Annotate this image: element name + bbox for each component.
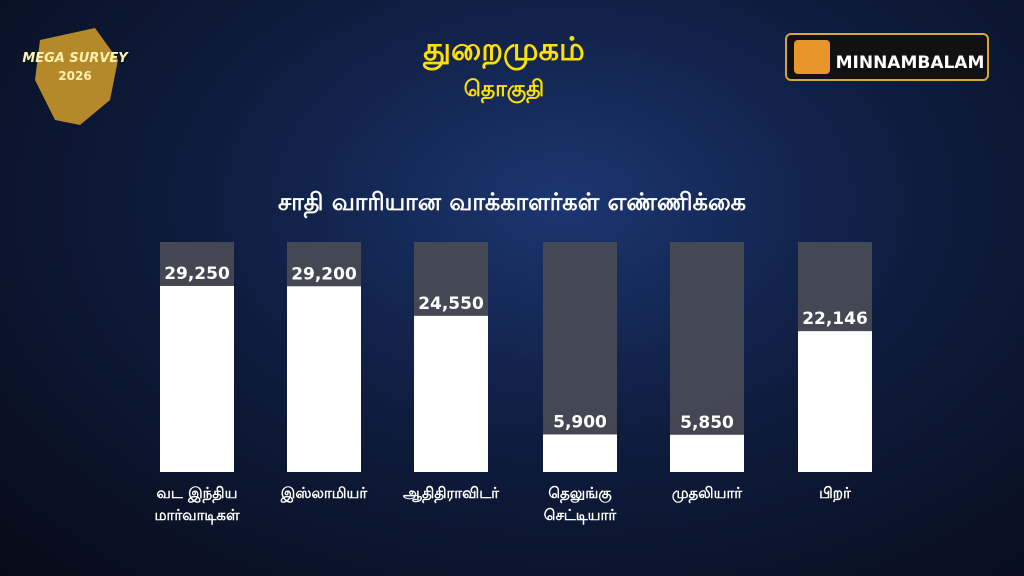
subtitle: தொகுதி — [464, 77, 544, 104]
bar — [670, 434, 744, 472]
category-label: தெலுங்கு செட்டியார் — [543, 484, 617, 524]
logo-left-line1: MEGA SURVEY — [22, 51, 129, 66]
logo-right-icon — [794, 40, 830, 74]
bar — [414, 315, 488, 472]
value-label: 22,146 — [802, 309, 868, 329]
value-label: 5,900 — [553, 412, 607, 432]
category-label: ஆதிதிராவிடர் — [403, 484, 499, 502]
value-label: 29,200 — [291, 264, 357, 284]
logo-right-text: MINNAMBALAM — [836, 53, 985, 73]
title: துறைமுகம் — [422, 30, 585, 71]
chart-heading: சாதி வாரியான வாக்காளர்கள் எண்ணிக்கை — [278, 188, 746, 219]
category-label: பிறர் — [819, 484, 851, 502]
value-label: 29,250 — [164, 264, 230, 284]
logo-right-box — [785, 33, 989, 81]
bar — [543, 434, 617, 472]
value-label: 5,850 — [680, 413, 734, 433]
bar — [798, 331, 872, 472]
category-label: இஸ்லாமியர் — [280, 484, 368, 502]
bar — [287, 286, 361, 472]
category-label: வட இந்திய மார்வாடிகள் — [154, 484, 240, 524]
value-label: 24,550 — [418, 294, 484, 314]
logo-left-line2: 2026 — [58, 69, 91, 83]
bar-track — [543, 242, 617, 472]
category-label: முதலியார் — [671, 484, 743, 502]
bar — [160, 285, 234, 472]
bar-track — [670, 242, 744, 472]
logo-shape — [35, 28, 118, 125]
